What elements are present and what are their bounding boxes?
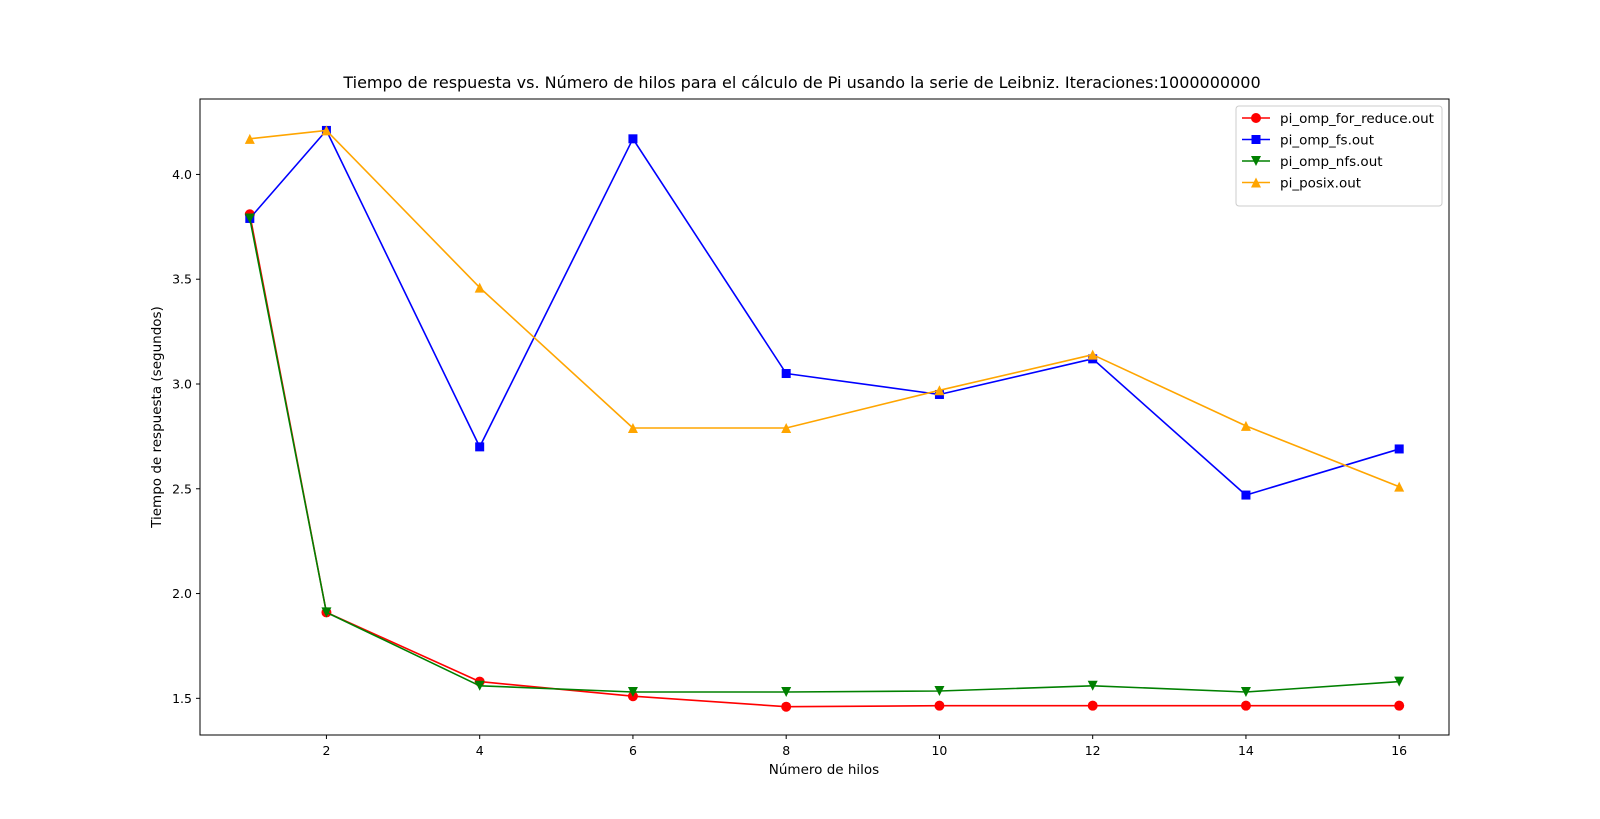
- x-tick-label: 16: [1391, 743, 1407, 758]
- data-point: [1240, 420, 1251, 431]
- y-tick-label: 2.5: [172, 481, 192, 496]
- x-tick-label: 4: [476, 743, 484, 758]
- legend-frame: [1235, 105, 1443, 207]
- data-point: [1087, 700, 1098, 711]
- data-point: [934, 385, 945, 396]
- y-axis-label: Tiempo de respuesta (segundos): [149, 306, 165, 529]
- data-point: [1087, 680, 1098, 691]
- y-tick-label: 4.0: [172, 167, 192, 182]
- data-point: [1394, 700, 1405, 711]
- data-point: [321, 607, 332, 618]
- x-tick-label: 14: [1238, 743, 1254, 758]
- data-point: [781, 423, 792, 434]
- y-tick-label: 1.5: [172, 691, 192, 706]
- data-point: [1241, 490, 1251, 500]
- data-point: [474, 680, 485, 691]
- legend-marker: [1251, 113, 1261, 123]
- legend-marker: [1251, 135, 1261, 144]
- legend-item: pi_omp_nfs.out: [1242, 154, 1383, 170]
- x-tick-label: 12: [1085, 743, 1101, 758]
- x-axis-label: Número de hilos: [769, 762, 879, 778]
- y-tick-label: 3.5: [172, 272, 192, 287]
- legend-label: pi_omp_nfs.out: [1280, 154, 1383, 170]
- data-point: [474, 282, 485, 293]
- x-tick-label: 10: [931, 743, 947, 758]
- data-point: [1394, 676, 1405, 687]
- legend: pi_omp_for_reduce.out pi_omp_fs.out pi_omp…: [1235, 105, 1443, 207]
- data-point: [627, 687, 638, 698]
- y-axis: 1.5 2.0 2.5 3.0 3.5 4.0: [172, 167, 200, 706]
- y-tick-label: 3.0: [172, 376, 192, 391]
- legend-label: pi_omp_fs.out: [1280, 133, 1374, 149]
- legend-item: pi_posix.out: [1242, 176, 1361, 192]
- data-point: [1087, 349, 1098, 360]
- x-tick-label: 6: [629, 743, 637, 758]
- series-line: [249, 214, 1400, 708]
- data-point: [781, 701, 792, 712]
- legend-item: pi_omp_fs.out: [1242, 133, 1374, 149]
- data-point: [244, 213, 255, 224]
- legend-marker: [1251, 177, 1261, 188]
- data-point: [781, 369, 791, 379]
- legend-marker: [1251, 156, 1261, 166]
- plot-area: [244, 125, 1405, 712]
- series-line: [249, 218, 1400, 693]
- series-line: [249, 129, 1400, 488]
- data-point: [321, 125, 332, 136]
- data-point: [627, 423, 638, 434]
- data-point: [781, 687, 792, 698]
- data-point: [934, 685, 945, 696]
- series-2: [244, 213, 1405, 698]
- y-tick-label: 2.0: [172, 586, 192, 601]
- data-point: [475, 442, 485, 452]
- data-point: [244, 133, 255, 144]
- legend-item: pi_omp_for_reduce.out: [1242, 111, 1434, 127]
- legend-label: pi_omp_for_reduce.out: [1280, 111, 1434, 127]
- legend-label: pi_posix.out: [1280, 176, 1361, 192]
- plot-frame: [199, 98, 1450, 736]
- x-tick-label: 8: [782, 743, 790, 758]
- x-tick-label: 2: [322, 743, 330, 758]
- data-point: [628, 134, 638, 144]
- series-1: [245, 125, 1404, 500]
- data-point: [1394, 444, 1404, 454]
- data-point: [1240, 687, 1251, 698]
- series-3: [244, 125, 1405, 492]
- data-point: [1394, 481, 1405, 492]
- chart-title: Tiempo de respuesta vs. Número de hilos …: [342, 73, 1260, 92]
- series-0: [244, 209, 1405, 712]
- series-line: [249, 129, 1400, 496]
- x-axis: 2 4 6 8 10 12 14 16: [322, 735, 1407, 758]
- data-point: [934, 700, 945, 711]
- data-point: [1240, 700, 1251, 711]
